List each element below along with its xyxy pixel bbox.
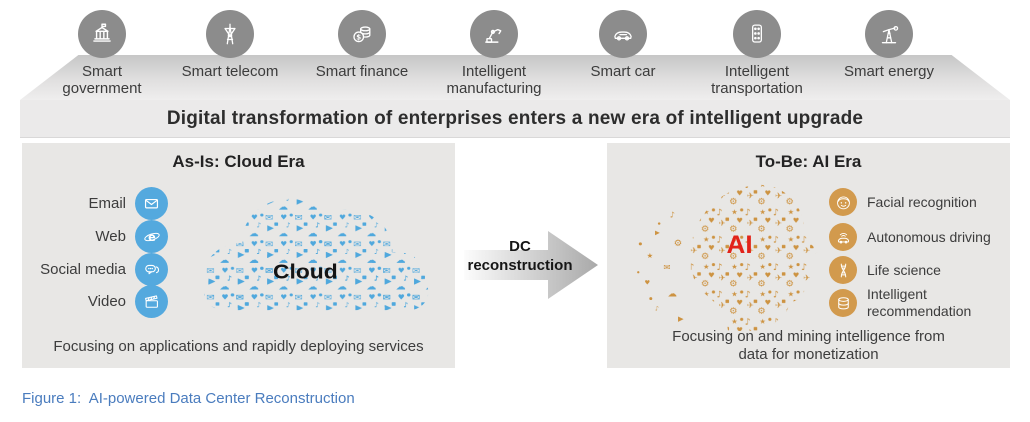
svg-text:⚙: ⚙ xyxy=(674,238,682,249)
cloud-era-panel: As-Is: Cloud Era Email Web e Social medi… xyxy=(22,143,455,368)
car-icon xyxy=(599,10,647,58)
cloud-era-title: As-Is: Cloud Era xyxy=(172,152,305,171)
industry-smart-energy: Smart energy xyxy=(833,10,945,80)
finance-coins-icon: $ xyxy=(338,10,386,58)
app-facial-recognition: Facial recognition xyxy=(829,188,977,216)
svg-text:✉: ✉ xyxy=(663,262,670,272)
industry-label: Smart telecom xyxy=(181,63,279,80)
industry-smart-government: Smart government xyxy=(46,10,158,97)
app-label: Autonomous driving xyxy=(867,228,991,245)
industry-label: Smart finance xyxy=(315,63,409,80)
figure-caption: Figure 1: AI-powered Data Center Reconst… xyxy=(22,390,355,407)
ai-caption-line1: Focusing on and mining intelligence from xyxy=(672,328,945,345)
web-icon: e xyxy=(135,220,168,253)
industry-smart-finance: $ Smart finance xyxy=(306,10,418,80)
oil-pump-icon xyxy=(865,10,913,58)
app-label: Life science xyxy=(867,261,941,278)
app-life-science: Life science xyxy=(829,256,941,284)
service-label: Email xyxy=(88,195,126,212)
svg-text:e: e xyxy=(148,231,156,244)
banner-title: Digital transformation of enterprises en… xyxy=(166,107,864,129)
svg-text:♪: ♪ xyxy=(670,210,675,220)
svg-text:★: ★ xyxy=(647,251,654,260)
service-label: Social media xyxy=(40,261,126,278)
dc-label-line2: reconstruction xyxy=(467,257,573,274)
svg-text:♥: ♥ xyxy=(645,279,651,286)
svg-text:▶: ▶ xyxy=(655,230,660,237)
email-icon xyxy=(135,187,168,220)
robot-arm-icon xyxy=(470,10,518,58)
ai-era-panel: To-Be: AI Era ♪ ★ ✈ ⚙ ♥ ♪ xyxy=(607,143,1010,368)
telecom-tower-icon xyxy=(206,10,254,58)
ai-era-caption: Focusing on and mining intelligence from… xyxy=(607,328,1010,364)
service-label: Web xyxy=(95,228,126,245)
industry-smart-telecom: Smart telecom xyxy=(174,10,286,80)
head-silhouette xyxy=(689,184,818,331)
service-email: Email xyxy=(22,187,168,220)
svg-text:▶: ▶ xyxy=(678,314,684,323)
industry-smart-car: Smart car xyxy=(567,10,679,80)
service-web: Web e xyxy=(22,220,168,253)
traffic-light-icon xyxy=(733,10,781,58)
government-icon xyxy=(78,10,126,58)
dc-label-line1: DC xyxy=(509,238,531,255)
svg-text:☁: ☁ xyxy=(668,289,677,300)
app-intelligent-recommendation: Intelligent recommendation xyxy=(829,286,1002,320)
cloud-label: Cloud xyxy=(273,260,338,284)
dc-reconstruction-label: DC reconstruction xyxy=(458,237,582,275)
app-label: Facial recognition xyxy=(867,193,977,210)
clapperboard-icon xyxy=(135,285,168,318)
facial-recognition-icon xyxy=(829,188,857,216)
industry-label: Smart energy xyxy=(843,63,935,80)
industry-label: Intelligent transportation xyxy=(711,63,803,97)
chat-bubbles-icon xyxy=(135,253,168,286)
svg-text:♪: ♪ xyxy=(655,306,659,313)
autonomous-driving-icon xyxy=(829,223,857,251)
service-label: Video xyxy=(87,293,126,310)
dissolving-icons: ♪ ▶ ⚙ ★ ✉ ♥ ☁ ♪ ▶ xyxy=(637,210,684,323)
svg-text:$: $ xyxy=(356,32,361,41)
app-autonomous-driving: Autonomous driving xyxy=(829,223,991,251)
industry-intelligent-transportation: Intelligent transportation xyxy=(701,10,813,97)
cloud-mosaic-art: ✉ ♥ ▶ ☁ ♪ Cloud xyxy=(204,198,429,311)
service-video: Video xyxy=(22,285,168,318)
service-social-media: Social media xyxy=(22,253,168,286)
industry-label: Smart government xyxy=(62,63,142,97)
industry-label: Smart car xyxy=(590,63,656,80)
database-icon xyxy=(829,289,857,317)
cloud-era-caption: Focusing on applications and rapidly dep… xyxy=(53,338,424,355)
ai-era-title: To-Be: AI Era xyxy=(755,152,862,171)
ai-head-mosaic-art: ♪ ★ ✈ ⚙ ♥ ♪ ▶ ⚙ ★ ✉ ♥ ☁ xyxy=(637,184,818,331)
industry-label: Intelligent manufacturing xyxy=(446,63,542,97)
banner-bar: Digital transformation of enterprises en… xyxy=(20,100,1010,138)
dc-reconstruction-arrow xyxy=(464,231,598,299)
ai-label: AI xyxy=(727,231,753,259)
industry-platform-surface xyxy=(20,55,1010,100)
dna-icon xyxy=(829,256,857,284)
industry-intelligent-manufacturing: Intelligent manufacturing xyxy=(438,10,550,97)
ai-caption-line2: data for monetization xyxy=(738,346,879,363)
app-label: Intelligent recommendation xyxy=(867,286,972,319)
